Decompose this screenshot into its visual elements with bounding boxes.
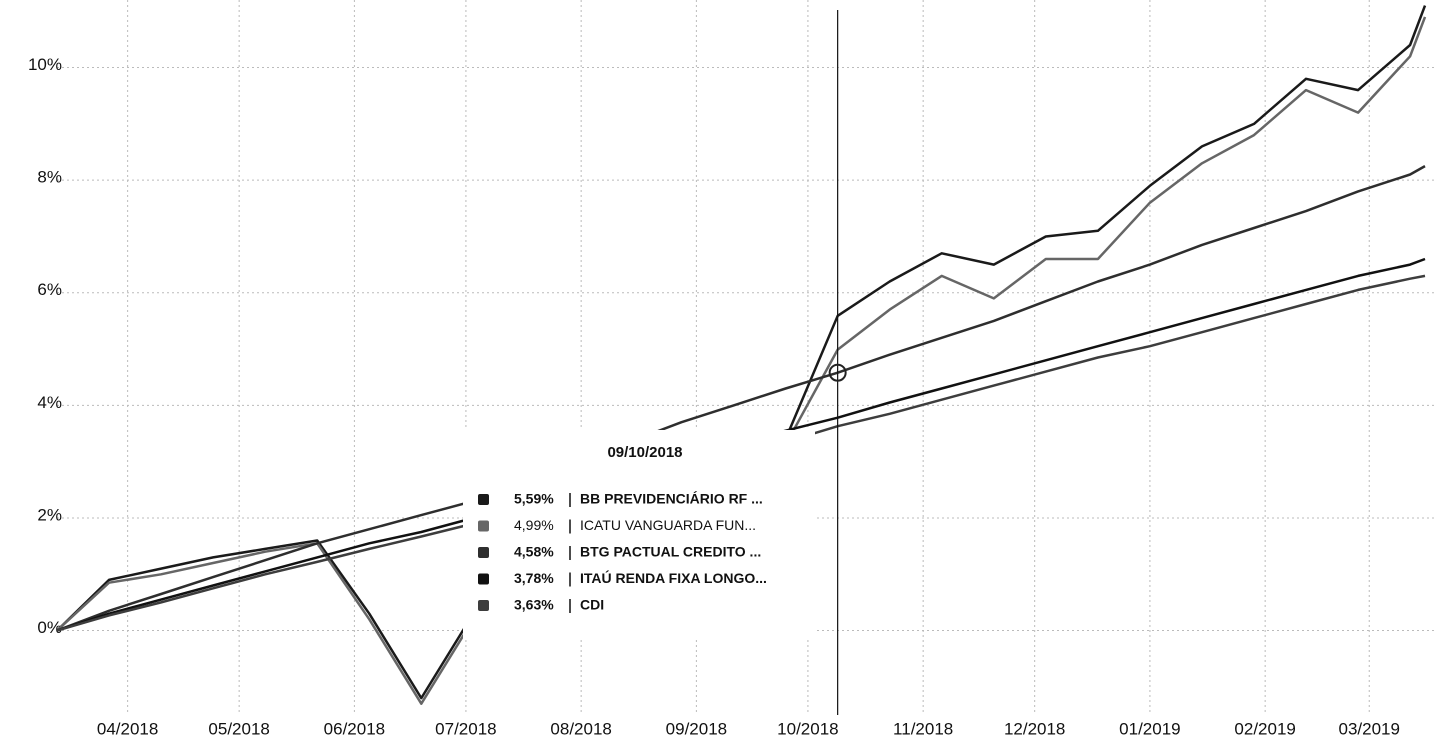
tooltip-series-name: ITAÚ RENDA FIXA LONGO...	[580, 569, 767, 586]
x-tick-label: 04/2018	[97, 719, 158, 738]
tooltip-series-name: BB PREVIDENCIÁRIO RF ...	[580, 491, 763, 507]
x-tick-label: 01/2019	[1119, 719, 1180, 738]
y-tick-label: 2%	[37, 505, 62, 524]
tooltip-box	[463, 430, 815, 640]
x-tick-label: 02/2019	[1234, 719, 1295, 738]
x-tick-label: 03/2019	[1339, 719, 1400, 738]
x-tick-label: 07/2018	[435, 719, 496, 738]
tooltip-value: 4,99%	[514, 517, 554, 533]
tooltip-series-name: CDI	[580, 597, 604, 613]
tooltip-value: 3,63%	[514, 597, 554, 613]
series-line	[56, 165, 1426, 632]
x-tick-label: 05/2018	[208, 719, 269, 738]
x-tick-label: 08/2018	[550, 719, 611, 738]
x-tick-label: 10/2018	[777, 719, 838, 738]
tooltip-marker	[478, 547, 489, 558]
y-tick-label: 6%	[37, 280, 62, 299]
x-tick-label: 11/2018	[893, 719, 953, 738]
tooltip-title: 09/10/2018	[607, 444, 682, 461]
x-tick-label: 12/2018	[1004, 719, 1065, 738]
hover-point	[828, 363, 847, 382]
tooltip-series-name: BTG PACTUAL CREDITO ...	[580, 544, 761, 560]
tooltip-value: 3,78%	[514, 570, 554, 586]
x-tick-label: 06/2018	[324, 719, 385, 738]
tooltip-marker	[478, 494, 489, 505]
x-tick-label: 09/2018	[666, 719, 727, 738]
y-tick-label: 10%	[28, 55, 62, 74]
tooltip-marker	[478, 600, 489, 611]
y-tick-label: 8%	[37, 168, 62, 187]
tooltip-value: 5,59%	[514, 491, 554, 507]
tooltip-value: 4,58%	[514, 544, 554, 560]
y-tick-label: 0%	[37, 618, 62, 637]
tooltip-marker	[478, 573, 489, 585]
y-tick-label: 4%	[37, 393, 62, 412]
tooltip-marker	[478, 520, 489, 532]
tooltip: 09/10/2018 5,59% BB PREVIDENCIÁRIO RF ... 4…	[463, 430, 815, 640]
tooltip-series-name: ICATU VANGUARDA FUN...	[580, 517, 756, 533]
